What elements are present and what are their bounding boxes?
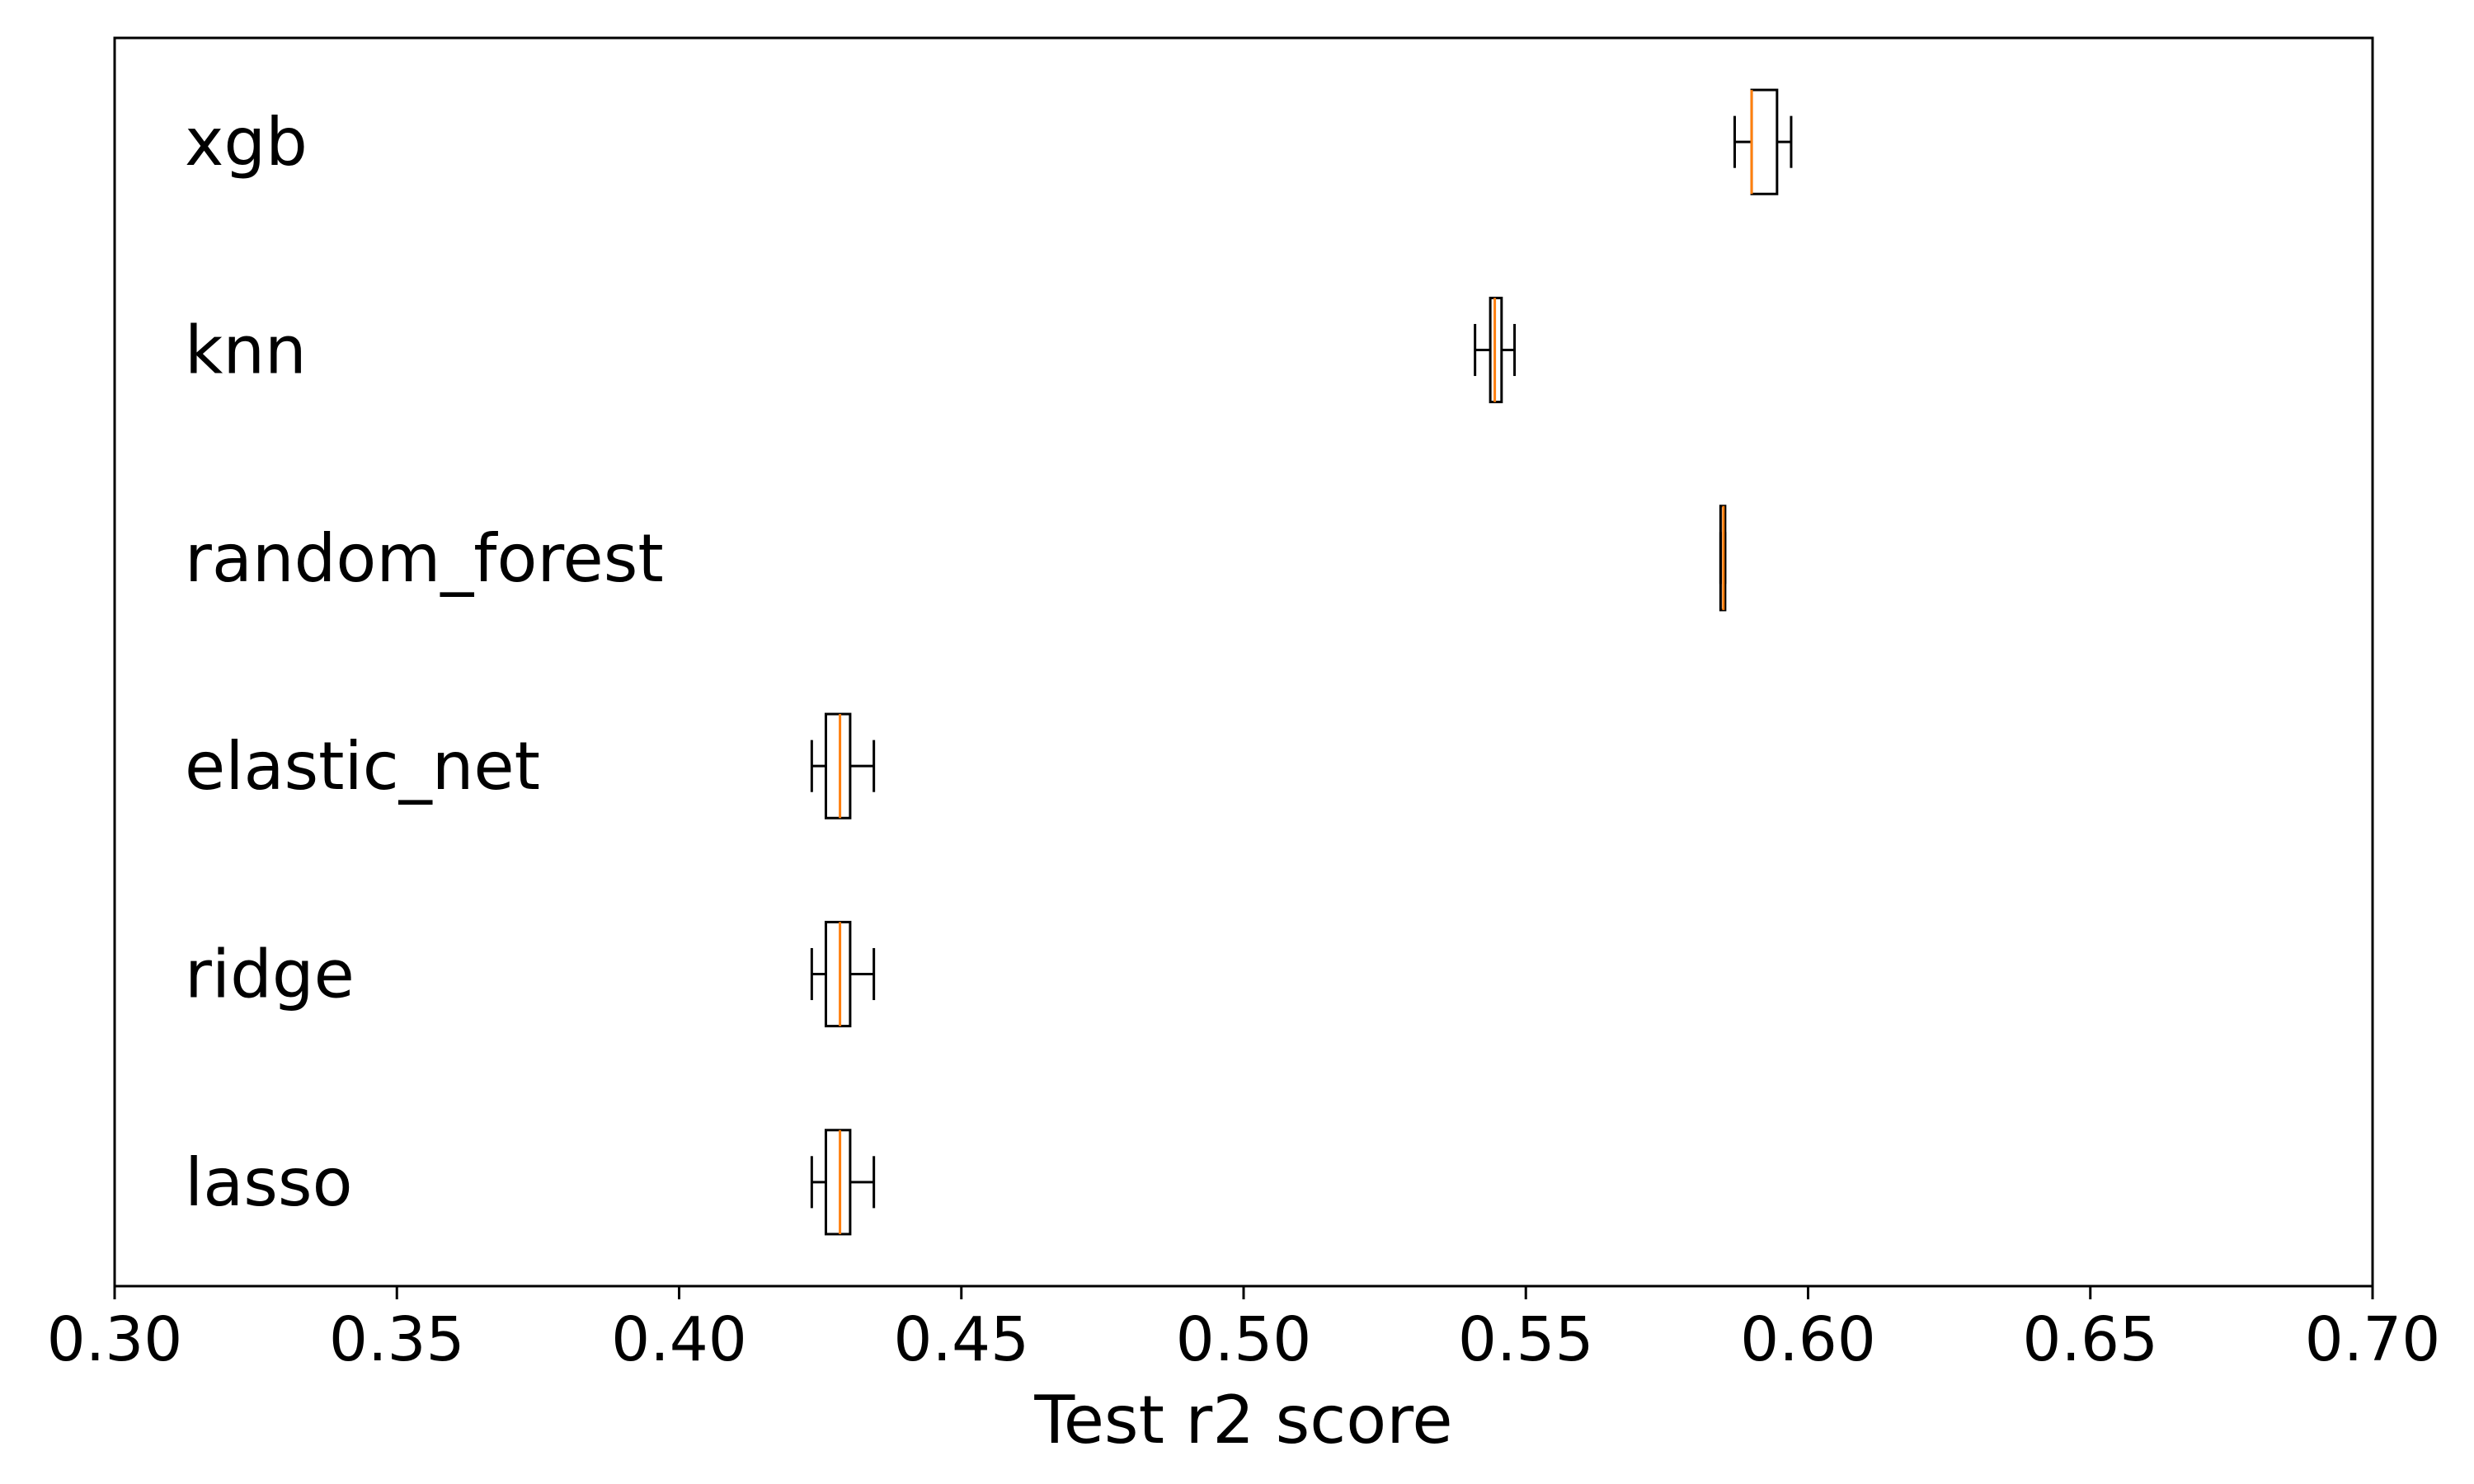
box-random_forest (1719, 505, 1727, 612)
category-label-ridge: ridge (185, 937, 355, 1013)
box-elastic_net (810, 712, 876, 819)
category-label-knn: knn (185, 312, 307, 389)
x-tick-label: 0.35 (329, 1304, 465, 1375)
iqr-box (1750, 88, 1779, 195)
x-tick-label: 0.40 (611, 1304, 747, 1375)
iqr-box (824, 1129, 852, 1236)
box-xgb (1733, 88, 1793, 195)
x-tick-label: 0.70 (2305, 1304, 2441, 1375)
x-tick-label: 0.50 (1176, 1304, 1312, 1375)
x-tick-label: 0.65 (2022, 1304, 2158, 1375)
box-lasso (810, 1129, 876, 1236)
plot-frame (113, 36, 2374, 1288)
category-label-random_forest: random_forest (185, 520, 664, 597)
x-tick-label: 0.45 (893, 1304, 1029, 1375)
category-label-lasso: lasso (185, 1144, 353, 1221)
x-axis-ticks: 0.30 0.35 0.40 0.45 0.50 0.55 0.60 0.65 0.70 (47, 1286, 2441, 1375)
box-ridge (810, 920, 876, 1028)
category-label-elastic_net: elastic_net (185, 728, 540, 805)
x-axis-title: Test r2 score (1033, 1382, 1452, 1458)
x-tick-label: 0.60 (1740, 1304, 1876, 1375)
box-knn (1474, 296, 1517, 404)
x-tick-label: 0.30 (47, 1304, 183, 1375)
iqr-box (824, 920, 852, 1028)
category-label-xgb: xgb (185, 104, 308, 181)
iqr-box (824, 712, 852, 819)
x-tick-label: 0.55 (1458, 1304, 1594, 1375)
box-series (810, 88, 1793, 1236)
